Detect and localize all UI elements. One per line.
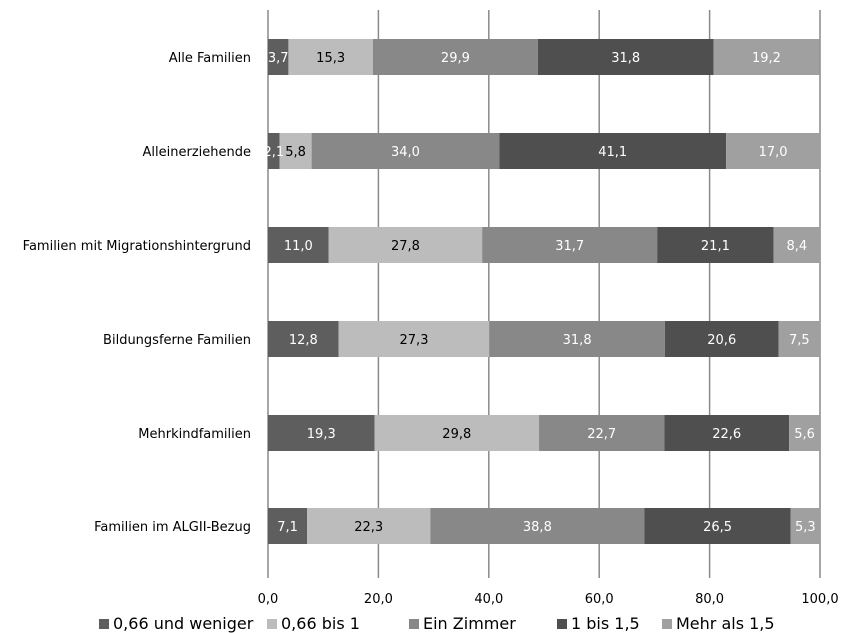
data-label: 41,1 bbox=[598, 145, 627, 160]
bar-segment bbox=[499, 133, 727, 169]
x-tick-label: 20,0 bbox=[364, 592, 393, 607]
bar-segment bbox=[328, 227, 483, 263]
legend-swatch bbox=[557, 619, 567, 629]
category-labels: Alle Familien Alleinerziehende Familien mi… bbox=[23, 51, 251, 535]
data-label: 31,8 bbox=[563, 333, 592, 348]
bar-segment bbox=[268, 39, 289, 75]
bar-segment bbox=[338, 321, 490, 357]
category-label: Familien im ALGII-Bezug bbox=[94, 520, 251, 535]
data-label: 11,0 bbox=[284, 239, 313, 254]
x-tick-label: 60,0 bbox=[585, 592, 614, 607]
bar-segments bbox=[268, 39, 820, 544]
data-label: 8,4 bbox=[786, 239, 807, 254]
data-label: 22,7 bbox=[587, 427, 616, 442]
legend-swatch bbox=[267, 619, 277, 629]
bar-segment bbox=[307, 508, 431, 544]
bar-segment bbox=[644, 508, 791, 544]
category-label: Mehrkindfamilien bbox=[138, 427, 251, 442]
bar-segment bbox=[268, 321, 339, 357]
bar-segment bbox=[726, 133, 820, 169]
bar-segment bbox=[790, 508, 820, 544]
bar-segment bbox=[778, 321, 820, 357]
category-label: Familien mit Migrationshintergrund bbox=[23, 239, 251, 254]
bar-segment bbox=[268, 133, 280, 169]
bar-segment bbox=[489, 321, 665, 357]
bar-segment bbox=[789, 415, 820, 451]
x-tick-labels: 0,0 20,0 40,0 60,0 80,0 100,0 bbox=[258, 592, 839, 607]
bar-segment bbox=[279, 133, 312, 169]
bar-segment bbox=[713, 39, 820, 75]
legend: 0,66 und weniger 0,66 bis 1 Ein Zimmer 1 bi… bbox=[99, 614, 775, 633]
x-tick-label: 0,0 bbox=[258, 592, 279, 607]
category-label: Alleinerziehende bbox=[143, 145, 251, 160]
data-label: 19,3 bbox=[307, 427, 336, 442]
data-label: 15,3 bbox=[316, 51, 345, 66]
bar-segment bbox=[372, 39, 538, 75]
category-label: Bildungsferne Familien bbox=[103, 333, 251, 348]
bar-segment bbox=[537, 39, 714, 75]
data-label: 27,3 bbox=[400, 333, 429, 348]
data-label: 20,6 bbox=[707, 333, 736, 348]
x-tick-label: 100,0 bbox=[801, 592, 838, 607]
data-label: 26,5 bbox=[703, 520, 732, 535]
data-label: 19,2 bbox=[752, 51, 781, 66]
data-label: 17,0 bbox=[759, 145, 788, 160]
data-labels: 3,7 15,3 29,9 31,8 19,2 2,1 5,8 34,0 41,1 17,0 11,… bbox=[263, 51, 815, 535]
bar-segment bbox=[374, 415, 540, 451]
category-label: Alle Familien bbox=[169, 51, 251, 66]
legend-label: 0,66 bis 1 bbox=[281, 614, 360, 633]
data-label: 5,8 bbox=[285, 145, 306, 160]
data-label: 29,9 bbox=[441, 51, 470, 66]
bar-segment bbox=[773, 227, 820, 263]
data-label: 7,1 bbox=[277, 520, 298, 535]
bar-segment bbox=[268, 508, 308, 544]
legend-label: 0,66 und weniger bbox=[113, 614, 254, 633]
x-tick-label: 40,0 bbox=[474, 592, 503, 607]
data-label: 3,7 bbox=[268, 51, 289, 66]
data-label: 22,3 bbox=[354, 520, 383, 535]
bar-segment bbox=[268, 227, 329, 263]
data-label: 38,8 bbox=[523, 520, 552, 535]
data-label: 27,8 bbox=[391, 239, 420, 254]
legend-swatch bbox=[409, 619, 419, 629]
data-label: 5,3 bbox=[795, 520, 816, 535]
data-label: 5,6 bbox=[794, 427, 815, 442]
data-label: 22,6 bbox=[712, 427, 741, 442]
bar-segment bbox=[539, 415, 665, 451]
gridlines bbox=[267, 10, 821, 578]
data-label: 29,8 bbox=[442, 427, 471, 442]
bar-segment bbox=[430, 508, 645, 544]
bar-segment bbox=[311, 133, 500, 169]
data-label: 2,1 bbox=[263, 145, 284, 160]
data-label: 7,5 bbox=[789, 333, 810, 348]
legend-label: Ein Zimmer bbox=[423, 614, 516, 633]
legend-label: Mehr als 1,5 bbox=[676, 614, 775, 633]
bar-segment bbox=[664, 415, 790, 451]
legend-swatch bbox=[662, 619, 672, 629]
bar-segment bbox=[288, 39, 373, 75]
data-label: 12,8 bbox=[289, 333, 318, 348]
bar-segment bbox=[268, 415, 375, 451]
data-label: 34,0 bbox=[391, 145, 420, 160]
data-label: 31,7 bbox=[555, 239, 584, 254]
bar-segment bbox=[657, 227, 774, 263]
legend-label: 1 bis 1,5 bbox=[571, 614, 640, 633]
data-label: 31,8 bbox=[611, 51, 640, 66]
bar-segment bbox=[664, 321, 779, 357]
x-tick-label: 80,0 bbox=[695, 592, 724, 607]
bar-segment bbox=[482, 227, 658, 263]
legend-swatch bbox=[99, 619, 109, 629]
data-label: 21,1 bbox=[701, 239, 730, 254]
